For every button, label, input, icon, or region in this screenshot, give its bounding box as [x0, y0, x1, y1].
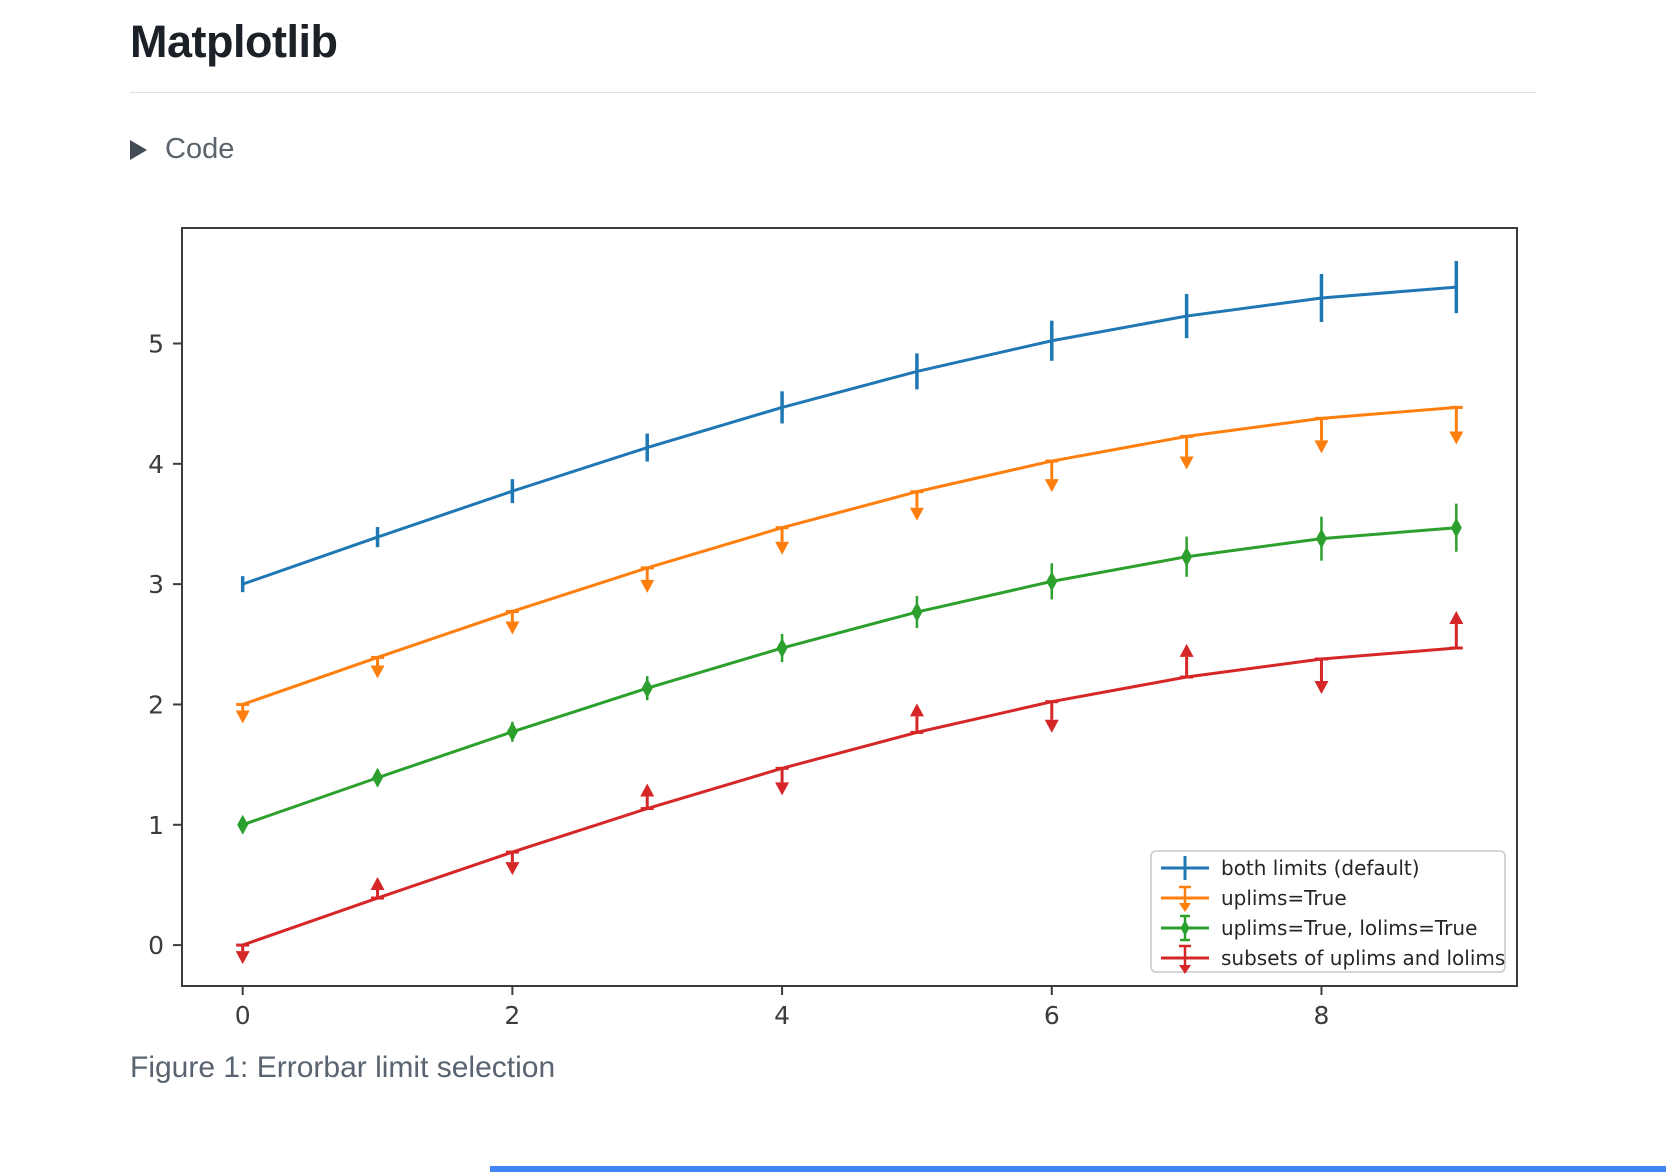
svg-text:2: 2 — [504, 1001, 520, 1030]
notebook-page: Matplotlib Code 0 2 4 6 8 0 1 2 3 4 5 both limits (… — [130, 16, 1536, 1084]
svg-text:0: 0 — [235, 1001, 251, 1030]
svg-text:4: 4 — [148, 450, 164, 479]
page-title: Matplotlib — [130, 16, 338, 67]
errorbar-chart: 0 2 4 6 8 0 1 2 3 4 5 both limits (default) uplims=T… — [148, 227, 1518, 1030]
svg-text:6: 6 — [1044, 1001, 1060, 1030]
svg-text:0: 0 — [148, 931, 164, 960]
svg-text:8: 8 — [1314, 1001, 1330, 1030]
svg-text:5: 5 — [148, 330, 164, 359]
svg-text:both limits (default): both limits (default) — [1221, 856, 1420, 880]
code-toggle-label: Code — [165, 133, 235, 165]
svg-text:1: 1 — [148, 811, 164, 840]
title-divider — [130, 92, 1536, 93]
svg-text:4: 4 — [774, 1001, 790, 1030]
svg-text:uplims=True, lolims=True: uplims=True, lolims=True — [1221, 916, 1477, 940]
code-details: Code — [130, 133, 1536, 166]
svg-text:subsets of uplims and lolims: subsets of uplims and lolims — [1221, 946, 1505, 970]
triangle-right-icon — [130, 139, 147, 160]
svg-text:uplims=True: uplims=True — [1221, 886, 1347, 910]
svg-text:3: 3 — [148, 570, 164, 599]
svg-text:2: 2 — [148, 690, 164, 719]
code-toggle[interactable]: Code — [130, 133, 234, 166]
figure-caption: Figure 1: Errorbar limit selection — [130, 1051, 556, 1084]
bottom-accent-bar — [490, 1166, 1666, 1172]
figure: 0 2 4 6 8 0 1 2 3 4 5 both limits (default) uplims=T… — [130, 194, 1536, 1039]
